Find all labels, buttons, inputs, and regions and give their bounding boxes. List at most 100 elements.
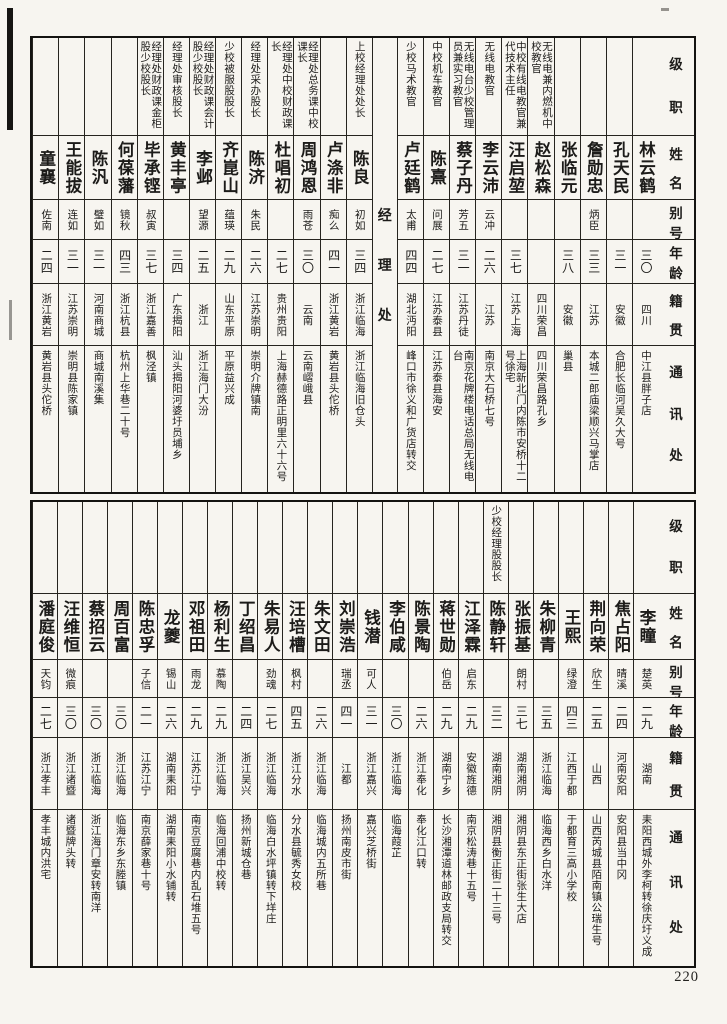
row-header-label: 级职 bbox=[669, 41, 683, 127]
address-text: 黄岩县头佗桥 bbox=[327, 350, 339, 416]
name-text: 张临元 bbox=[558, 140, 578, 195]
origin-cell: 浙江黄岩 bbox=[33, 284, 59, 346]
row-header-address-cell: 通讯处 bbox=[658, 346, 694, 486]
alias-cell bbox=[528, 200, 554, 240]
alias-text: 朗村 bbox=[515, 667, 527, 690]
name-text: 王能拔 bbox=[62, 140, 82, 195]
alias-cell: 天钧 bbox=[32, 660, 57, 698]
alias-text: 绿澄 bbox=[565, 667, 577, 690]
name-text: 汪培槽 bbox=[286, 599, 306, 654]
age-text: 二四 bbox=[39, 249, 54, 274]
section-divider-cell: 经理处 bbox=[373, 38, 397, 492]
alias-cell: 雨苍 bbox=[294, 200, 320, 240]
name-text: 李伯咸 bbox=[386, 599, 406, 654]
age-text: 二九 bbox=[439, 705, 454, 730]
alias-text: 叔寅 bbox=[144, 208, 156, 231]
origin-text: 江苏 bbox=[483, 303, 495, 326]
name-text: 荆向荣 bbox=[586, 599, 606, 654]
origin-cell: 四川 bbox=[632, 284, 658, 346]
name-text: 朱柳青 bbox=[536, 599, 556, 654]
person-column: 经理处财政课金柜股少校股长 毕承铿 叔寅 三七 浙江嘉善 枫泾镇 bbox=[136, 38, 163, 492]
alias-text: 璧如 bbox=[92, 208, 104, 231]
rank-cell bbox=[583, 502, 608, 594]
age-cell: 二四 bbox=[608, 698, 633, 738]
name-cell: 丁绍昌 bbox=[233, 594, 258, 660]
address-text: 南京花牌楼电话总局无线电台 bbox=[451, 350, 474, 482]
name-text: 陈良 bbox=[350, 149, 370, 186]
origin-text: 江苏上海 bbox=[509, 292, 521, 337]
row-header-char: 号 bbox=[669, 225, 683, 240]
origin-text: 浙江杭县 bbox=[118, 292, 130, 337]
rank-text: 无线电兼内燃机中校教官 bbox=[529, 41, 552, 129]
address-cell: 临海城内五所巷 bbox=[308, 810, 332, 960]
alias-cell: 启东 bbox=[458, 660, 483, 698]
age-cell: 三〇 bbox=[632, 240, 658, 284]
origin-text: 浙江嘉兴 bbox=[364, 751, 376, 796]
name-cell: 陈良 bbox=[346, 136, 372, 200]
origin-cell: 贵州贵阳 bbox=[268, 284, 294, 346]
origin-text: 云南 bbox=[301, 303, 313, 326]
origin-cell: 四川荣昌 bbox=[528, 284, 554, 346]
age-cell: 二九 bbox=[633, 698, 658, 738]
name-cell: 张临元 bbox=[554, 136, 580, 200]
age-text: 三〇 bbox=[300, 249, 315, 274]
age-text: 三八 bbox=[560, 249, 575, 274]
person-column: 刘崇浩 瑞丞 四一 江都 扬州南皮市街 bbox=[332, 502, 358, 966]
origin-text: 安徽旌德 bbox=[465, 751, 477, 796]
row-header-label: 级职 bbox=[669, 505, 683, 586]
rank-cell bbox=[233, 502, 258, 594]
alias-cell bbox=[554, 200, 580, 240]
row-header-alias-cell: 别号 bbox=[658, 200, 694, 240]
name-text: 林云鹤 bbox=[636, 140, 656, 195]
origin-text: 四川 bbox=[639, 303, 651, 326]
name-text: 邓祖田 bbox=[186, 599, 206, 654]
row-header-char: 职 bbox=[669, 99, 683, 115]
alias-text: 蕴瑛 bbox=[223, 208, 235, 231]
rank-cell bbox=[133, 502, 158, 594]
address-cell: 江苏泰县海安 bbox=[424, 346, 449, 486]
rank-text: 少校马术教官 bbox=[404, 41, 416, 107]
origin-cell: 浙江临海 bbox=[346, 284, 372, 346]
rank-text: 无线电教官 bbox=[483, 41, 495, 96]
address-text: 临海葭芷 bbox=[390, 814, 401, 858]
origin-text: 江苏 bbox=[587, 303, 599, 326]
rank-cell bbox=[608, 502, 633, 594]
origin-text: 浙江临海 bbox=[390, 751, 401, 796]
age-text: 三四 bbox=[169, 249, 184, 274]
row-header-column: 级职姓名别号年龄籍贯通讯处 bbox=[658, 38, 694, 492]
age-cell: 四三 bbox=[111, 240, 137, 284]
address-text: 湘阴县东正街张生大店 bbox=[515, 814, 527, 924]
name-text: 蔡招云 bbox=[85, 599, 105, 654]
name-cell: 朱易人 bbox=[258, 594, 283, 660]
name-text: 汪启堃 bbox=[505, 140, 525, 195]
age-cell: 四一 bbox=[333, 698, 358, 738]
name-text: 陈景陶 bbox=[411, 599, 431, 654]
rank-cell: 经理处财政课金柜股少校股长 bbox=[137, 38, 163, 136]
name-cell: 杨利生 bbox=[208, 594, 233, 660]
alias-text: 锡山 bbox=[164, 667, 176, 690]
name-text: 焦占阳 bbox=[611, 599, 631, 654]
section-divider-char: 处 bbox=[377, 309, 392, 324]
person-column: 林云鹤 三〇 四川 中江县胖子店 bbox=[631, 38, 658, 492]
alias-cell: 初如 bbox=[346, 200, 372, 240]
address-text: 扬州南皮市街 bbox=[339, 814, 351, 880]
name-cell: 周鸿恩 bbox=[294, 136, 320, 200]
age-text: 三〇 bbox=[638, 249, 653, 274]
age-text: 二五 bbox=[589, 705, 604, 730]
name-cell: 江泽霖 bbox=[458, 594, 483, 660]
person-column: 经理处采办股长 陈济 朱民 二六 江苏崇明 崇明介牌镇南 bbox=[241, 38, 268, 492]
row-header-label: 通讯处 bbox=[669, 814, 683, 948]
address-text: 长沙湘潭道林邮政支局转交 bbox=[440, 814, 452, 946]
alias-text: 可人 bbox=[364, 667, 376, 690]
origin-cell: 安徽 bbox=[606, 284, 632, 346]
alias-text: 连如 bbox=[66, 208, 78, 231]
rank-cell bbox=[33, 38, 59, 136]
origin-cell: 江苏崇明 bbox=[242, 284, 268, 346]
name-cell: 张振基 bbox=[508, 594, 533, 660]
person-column: 孔天民 三一 安徽 合肥长临河吴久大号 bbox=[605, 38, 632, 492]
rank-cell bbox=[533, 502, 558, 594]
age-cell: 三八 bbox=[554, 240, 580, 284]
origin-text: 浙江 bbox=[196, 303, 208, 326]
origin-cell: 浙江临海 bbox=[208, 738, 233, 810]
person-column: 江泽霖 启东 二九 安徽旌德 南京松涛巷十五号 bbox=[457, 502, 483, 966]
